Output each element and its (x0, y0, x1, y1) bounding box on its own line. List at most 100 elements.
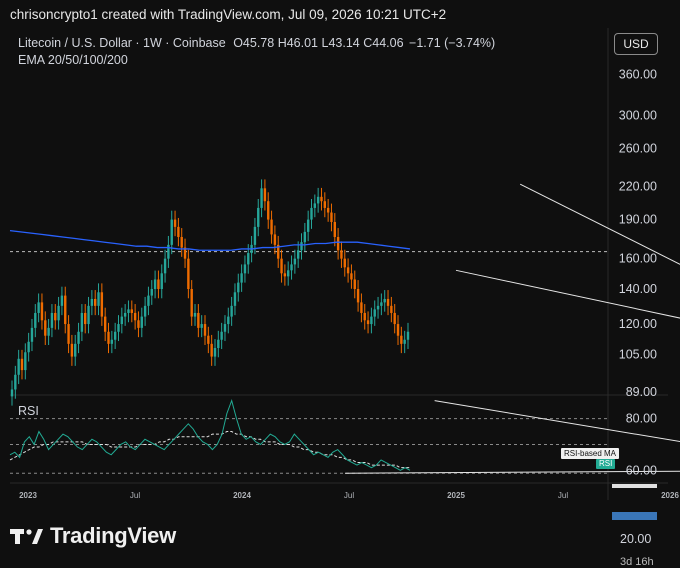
candle-body (360, 302, 363, 313)
candle-body (87, 305, 90, 325)
close-value: C44.06 (363, 36, 404, 50)
price-axis-tick: 89.00 (626, 385, 657, 399)
candle-body (213, 348, 217, 357)
candle-body (133, 312, 137, 321)
bar-countdown: 3d 16h (620, 556, 654, 568)
candle-body (70, 343, 74, 357)
candle-body (243, 264, 247, 274)
candle-body (170, 219, 173, 245)
tradingview-logo-icon (10, 529, 43, 544)
candle-body (203, 324, 207, 336)
time-axis-tick: Jul (344, 491, 354, 500)
indicator-label: EMA 20/50/100/200 (18, 53, 128, 67)
candle-body (390, 305, 393, 313)
currency-button[interactable]: USD (614, 33, 658, 55)
candle-body (127, 309, 130, 313)
candle-body (113, 331, 117, 340)
price-axis-tick: 140.00 (619, 282, 657, 296)
candle-body (64, 295, 67, 325)
rsi-ma-line (9, 431, 410, 469)
candle-body (296, 250, 300, 259)
candle-body (270, 219, 273, 235)
candle-body (353, 279, 356, 290)
candle-body (287, 270, 290, 277)
candle-body (93, 298, 97, 306)
candle-body (316, 196, 320, 204)
time-axis-tick: 2024 (233, 491, 251, 500)
candle-body (14, 374, 17, 390)
time-scale-highlight (612, 484, 657, 488)
attribution-header: chrisoncrypto1 created with TradingView.… (0, 0, 680, 28)
candle-body (330, 212, 333, 222)
wedge-upper-line (519, 183, 680, 265)
candle-body (80, 312, 84, 332)
candle-body (103, 316, 107, 332)
price-axis-tick: 190.00 (619, 213, 657, 227)
candle-body (406, 331, 410, 340)
candle-body (50, 312, 54, 328)
candle-body (380, 302, 383, 306)
candle-body (67, 324, 70, 344)
candle-body (137, 320, 140, 328)
price-axis-tick: 300.00 (619, 109, 657, 123)
candle-body (217, 339, 220, 349)
candle-body (24, 352, 27, 371)
candle-body (57, 305, 60, 321)
candle-body (84, 312, 87, 325)
candle-body (74, 343, 77, 357)
rsi-ma-tag: RSI-based MA (561, 448, 620, 459)
chart-legend: Litecoin / U.S. Dollar · 1W · Coinbase O… (18, 36, 495, 50)
candle-body (260, 188, 263, 208)
candle-body (77, 331, 80, 344)
candle-body (157, 279, 160, 290)
candle-body (253, 226, 257, 245)
time-axis-tick: 2023 (19, 491, 37, 500)
candle-body (44, 320, 47, 336)
candle-body (60, 295, 64, 306)
candle-body (240, 273, 243, 283)
candle-body (300, 242, 303, 251)
candle-body (173, 219, 177, 227)
candle-body (386, 298, 390, 306)
rsi-trendline (434, 400, 680, 443)
price-axis-tick: 360.00 (619, 67, 657, 81)
rsi-line (9, 398, 411, 471)
candle-body (183, 247, 187, 259)
candle-body (140, 316, 143, 328)
candle-body (200, 324, 203, 328)
candle-body (153, 279, 157, 290)
candle-body (343, 258, 346, 268)
candle-body (323, 201, 327, 208)
ema-200-line (9, 229, 411, 251)
candle-body (303, 231, 307, 243)
candle-body (396, 324, 400, 336)
candle-body (193, 312, 197, 317)
change-value: −1.71 (−3.74%) (409, 36, 496, 50)
candle-body (54, 312, 57, 321)
ema-lines (9, 229, 411, 251)
candle-body (220, 331, 223, 340)
candle-body (273, 234, 277, 245)
candle-body (400, 335, 403, 344)
candle-body (363, 312, 366, 321)
rsi-axis-tick: 60.00 (626, 463, 657, 477)
candle-body (34, 312, 37, 328)
rsi-axis-tick: 80.00 (626, 412, 657, 426)
candle-body (177, 226, 180, 237)
candle-body (290, 264, 293, 271)
candle-body (143, 305, 147, 317)
candle-body (190, 289, 193, 317)
open-value: O45.78 (233, 36, 275, 50)
candle-body (393, 312, 396, 325)
candle-body (267, 201, 270, 220)
candle-body (207, 335, 210, 344)
candle-body (30, 327, 34, 342)
candle-body (356, 289, 360, 303)
candle-body (263, 188, 267, 202)
high-value: H46.01 (277, 36, 319, 50)
candle-body (197, 312, 200, 328)
candle-body (280, 258, 283, 274)
candle-body (17, 358, 20, 375)
candle-body (130, 309, 133, 313)
